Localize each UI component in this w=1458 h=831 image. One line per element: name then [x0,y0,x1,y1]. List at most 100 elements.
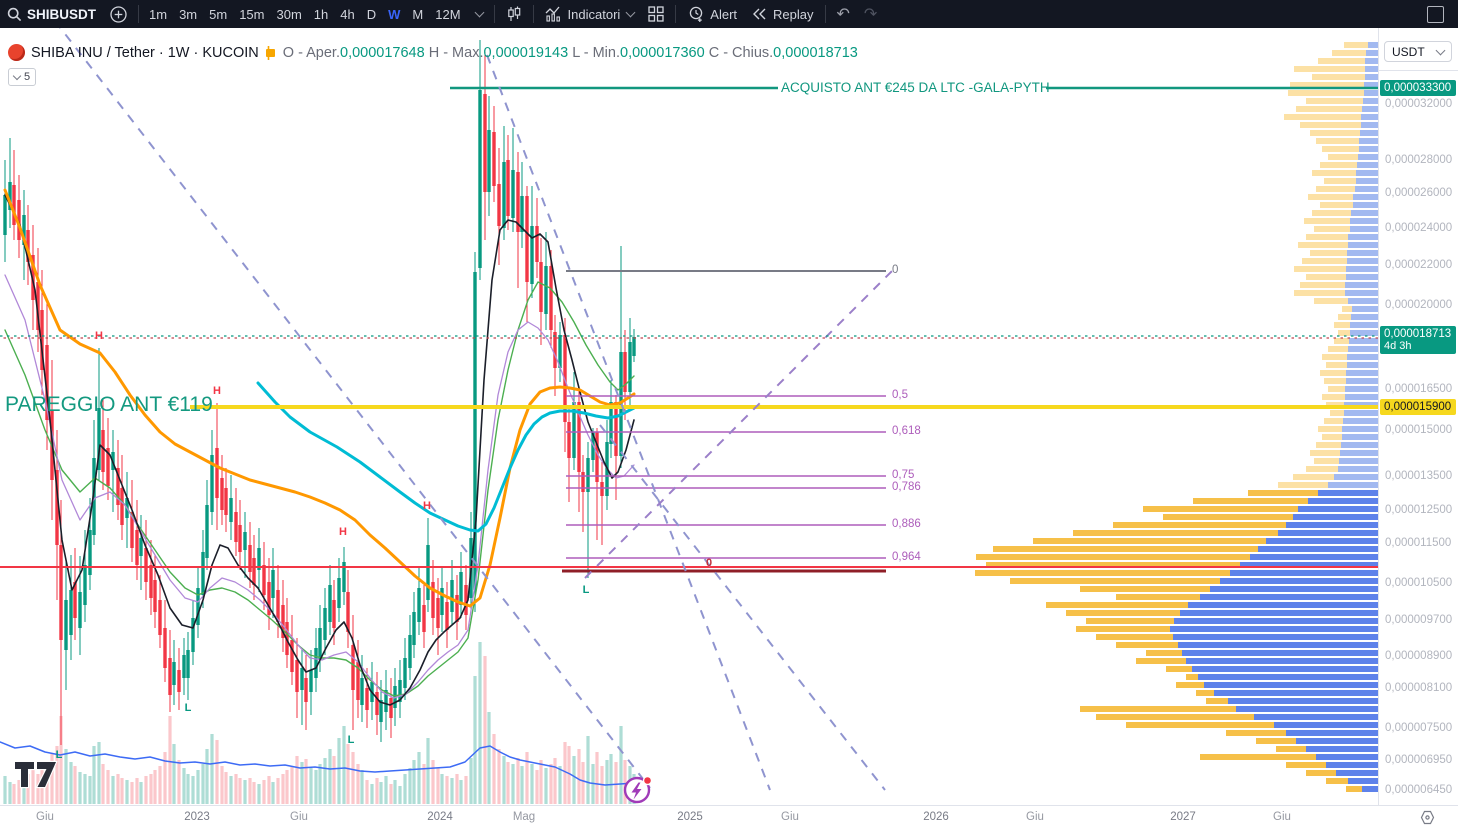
volume-profile-row-blue [1355,186,1378,192]
layout-grid-button[interactable] [641,0,671,28]
volume-profile-row-blue [1192,666,1378,672]
timeframe-dropdown[interactable] [467,0,490,28]
volume-bar [83,774,87,804]
volume-bar [581,762,585,804]
candle-body [516,172,520,232]
lightning-badge-icon[interactable] [620,773,656,809]
timeframe-4h[interactable]: 4h [340,6,355,22]
timeframe-15m[interactable]: 15m [239,6,265,22]
symbol-name[interactable]: SHIBUSDT [27,6,97,22]
replay-button[interactable]: Replay [744,0,820,28]
candle-body [78,592,82,628]
volume-profile-row-yellow [1286,762,1326,768]
fullscreen-icon[interactable] [1427,6,1444,23]
candle-body [267,582,271,615]
descending-dashed-line-2[interactable] [486,54,771,791]
timeframe-1h[interactable]: 1h [313,6,329,22]
volume-profile-row-blue [1318,490,1378,496]
acquisto-annotation[interactable]: ACQUISTO ANT €245 DA LTC -GALA-PYTH [781,80,1050,95]
volume-bar [525,752,529,804]
candle-body [201,552,205,595]
chart-style-button[interactable] [499,0,529,28]
volume-bar [464,776,468,804]
legend-title[interactable]: SHIBA INU / Tether · 1W · KUCOIN [31,44,259,61]
volume-profile-row-blue [1308,498,1378,504]
volume-profile-row-yellow [1248,490,1318,496]
time-axis[interactable]: Giu 2023 Giu 2024 Mag 2025 Giu 2026 Giu 2027 Giu [0,805,1458,831]
volume-bar [365,780,369,804]
ohlc-value: 0,000017360 [620,44,709,61]
candle-body [304,678,308,702]
redo-button[interactable]: ↷ [863,6,878,23]
symbol-search[interactable]: SHIBUSDT [0,0,103,28]
volume-profile-row-yellow [1322,146,1359,152]
volume-bar [595,752,599,804]
volume-profile-row-blue [1198,674,1378,680]
timeframe-12M[interactable]: 12M [435,6,461,22]
alert-label: Alert [710,6,738,22]
volume-profile-row-yellow [1308,194,1353,200]
timeframe-30m[interactable]: 30m [276,6,302,22]
timeframe-5m[interactable]: 5m [209,6,228,22]
timeframe-W[interactable]: W [388,6,401,22]
volume-profile-row-yellow [1334,338,1349,344]
currency-selector[interactable]: USDT [1384,41,1452,62]
candle-body [445,602,449,630]
timeframe-D[interactable]: D [366,6,377,22]
volume-profile-row-blue [1346,370,1378,376]
volume-profile-row-blue [1365,66,1378,72]
candle-body [97,408,101,470]
compare-add-button[interactable] [103,0,134,28]
fib-retracement[interactable] [566,270,886,559]
volume-bar [445,776,449,804]
candle-body [73,582,77,618]
volume-bar [238,778,242,804]
volume-profile-row-yellow [1322,434,1342,440]
alert-button[interactable]: Alert [680,0,744,28]
volume-bar [393,780,397,804]
timeframe-1m[interactable]: 1m [149,6,168,22]
indicators-button[interactable]: Indicatori [538,0,642,28]
axis-settings-icon[interactable] [1420,810,1435,825]
tradingview-logo[interactable] [12,757,60,796]
candle-body [83,565,87,605]
candle-body [191,618,195,652]
time-tick: 2023 [184,811,210,823]
candle-body [328,585,332,622]
volume-profile-row-blue [1336,770,1378,776]
moving-averages [0,188,636,786]
horizontal-lines[interactable] [0,86,1378,573]
undo-button[interactable]: ↶ [836,6,850,23]
volume-bar [558,766,562,804]
trendlines[interactable] [54,20,896,791]
volume-bar [360,770,364,804]
candle-body [422,605,426,632]
swing-low-marker: L [184,702,192,714]
volume-bar [158,766,162,804]
candle-body [220,478,224,510]
volume-profile-row-yellow [1316,442,1341,448]
volume-bar [92,746,96,804]
descending-dashed-line-1[interactable] [54,20,651,789]
legend-collapse-chip[interactable]: 5 [8,68,37,86]
chart-legend[interactable]: SHIBA INU / Tether · 1W · KUCOIN O - Ape… [8,44,858,61]
volume-bar [59,716,63,804]
pareggio-annotation[interactable]: PAREGGIO ANT €119 [5,393,213,416]
volume-profile-row-yellow [1290,82,1364,88]
volume-bar [26,774,30,804]
price-axis[interactable]: USDT 0,000032000 0,000028000 0,000026000 0,… [1378,28,1458,805]
swing-low-marker: L [347,734,355,746]
volume-bar [139,782,143,804]
volume-bar [55,746,59,804]
volume-profile-row-blue [1278,530,1378,536]
volume-bar [497,749,501,804]
timeframe-M[interactable]: M [412,6,424,22]
ascending-dashed-line[interactable] [584,267,896,579]
volume-profile-row-yellow [1326,778,1348,784]
time-tick: Giu [781,811,799,823]
volume-profile-row-blue [1274,722,1378,728]
timeframe-3m[interactable]: 3m [179,6,198,22]
candle-body [262,565,266,595]
descending-dashed-line-3[interactable] [599,424,886,791]
